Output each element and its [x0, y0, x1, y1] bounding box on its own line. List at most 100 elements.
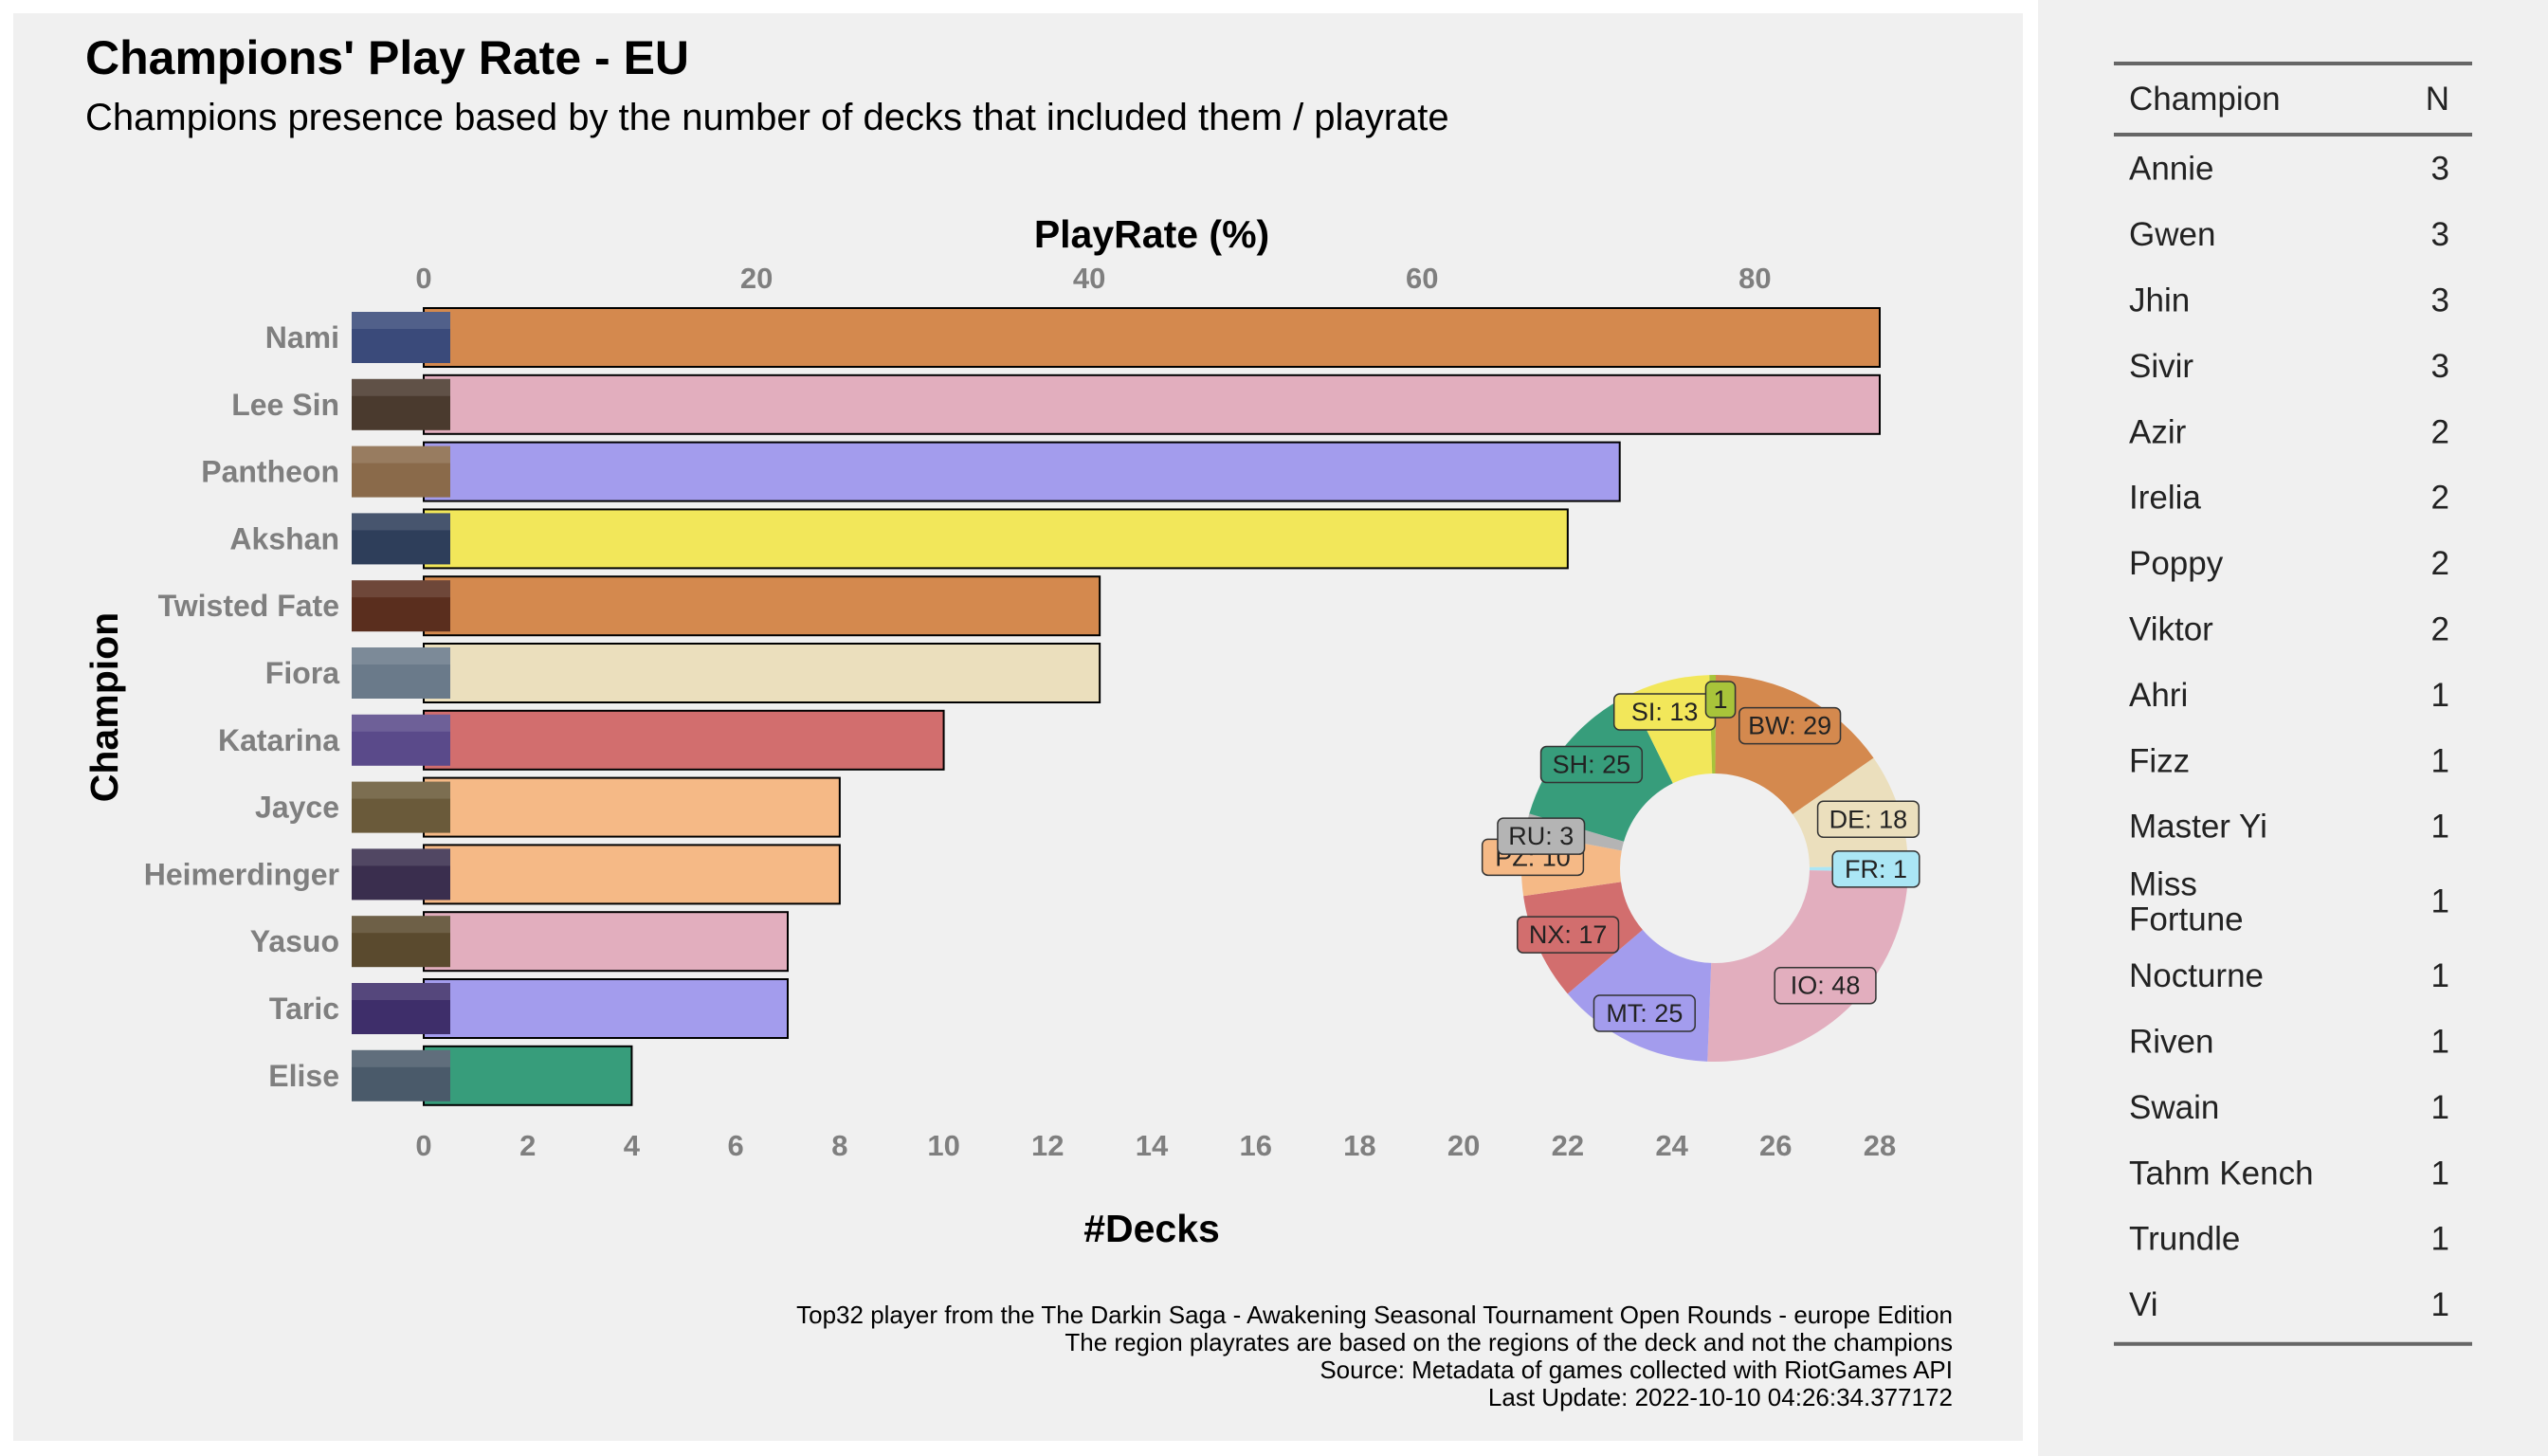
- donut-label-box: [1704, 681, 1737, 719]
- caption-line: Last Update: 2022-10-10 04:26:34.377172: [1488, 1383, 1953, 1411]
- table-cell-n: 1: [2431, 1155, 2449, 1192]
- table-cell-champion: Viktor: [2129, 611, 2213, 648]
- donut-label-box: [1539, 745, 1644, 784]
- category-label: Pantheon: [201, 455, 339, 489]
- champion-thumbnail: [352, 983, 450, 1034]
- table-cell-champion: Jhin: [2129, 282, 2190, 319]
- bar-twisted-fate: [423, 575, 1101, 637]
- donut-label-text: SH: 25: [1553, 751, 1631, 779]
- table-cell-champion: Vi: [2129, 1286, 2158, 1323]
- donut-label: RU: 3: [1497, 817, 1586, 855]
- table-cell-n: 1: [2431, 957, 2449, 994]
- x-tick-label: 22: [1552, 1129, 1584, 1162]
- x-tick-label: 20: [1447, 1129, 1480, 1162]
- caption-line: Source: Metadata of games collected with…: [1320, 1356, 1953, 1384]
- bar-heimerdinger: [423, 844, 841, 905]
- category-label: Heimerdinger: [144, 857, 339, 891]
- category-label: Fiora: [265, 656, 339, 690]
- table-cell-n: 1: [2431, 883, 2449, 919]
- bar-lee-sin: [423, 373, 1881, 435]
- x-tick-label: 6: [728, 1129, 744, 1162]
- champion-thumbnail-highlight: [352, 781, 450, 799]
- table-cell-champion: Sivir: [2129, 348, 2193, 385]
- table-cell-champion: Swain: [2129, 1089, 2219, 1126]
- champion-thumbnail: [352, 1049, 450, 1101]
- table-cell-n: 1: [2431, 1024, 2449, 1061]
- champion-thumbnail: [352, 848, 450, 901]
- category-label: Lee Sin: [231, 388, 339, 422]
- donut-label-box: [1816, 800, 1920, 839]
- champion-table-panel: Champion N Annie 3 Gwen 3 Jhin 3 Sivir 3 Azir 2 Irel…: [2038, 0, 2548, 1456]
- category-label: Taric: [269, 992, 339, 1026]
- donut-label: SH: 25: [1539, 745, 1644, 784]
- donut-label-box: [1831, 850, 1920, 888]
- chart-canvas: Champions' Play Rate - EU Champions prese…: [82, 31, 1953, 1411]
- table-cell-n: 1: [2431, 1286, 2449, 1323]
- champion-thumbnail-highlight: [352, 983, 450, 1000]
- donut-label: BW: 29: [1738, 706, 1842, 745]
- table-cell-n: 1: [2431, 1089, 2449, 1126]
- table-cell-champion: Master Yi: [2129, 809, 2267, 846]
- top-tick-label: 80: [1738, 262, 1771, 295]
- champion-thumbnail: [352, 781, 450, 833]
- champion-thumbnail-highlight: [352, 848, 450, 866]
- table-cell-champion: Gwen: [2129, 216, 2215, 253]
- donut-label: 1: [1704, 681, 1737, 719]
- table-cell-champion: Riven: [2129, 1024, 2213, 1061]
- champion-thumbnail-highlight: [352, 312, 450, 329]
- champion-thumbnail: [352, 513, 450, 565]
- donut-label-text: RU: 3: [1508, 822, 1574, 850]
- bar-katarina: [423, 709, 945, 771]
- bar-yasuo: [423, 911, 789, 973]
- table-cell-champion: Miss: [2129, 865, 2197, 902]
- donut-label: NX: 17: [1517, 916, 1620, 954]
- top-tick-label: 20: [740, 262, 773, 295]
- bar-pantheon: [423, 441, 1621, 502]
- table-header-n: N: [2426, 81, 2449, 118]
- champion-thumbnail: [352, 378, 450, 430]
- chart-title: Champions' Play Rate - EU: [85, 31, 689, 84]
- donut-label: MT: 25: [1592, 994, 1696, 1032]
- champion-thumbnail-highlight: [352, 1049, 450, 1067]
- table-cell-champion: Annie: [2129, 151, 2214, 188]
- x-tick-label: 24: [1655, 1129, 1688, 1162]
- x-axis-title: #Decks: [1083, 1207, 1220, 1250]
- champion-thumbnail-highlight: [352, 916, 450, 934]
- table-cell-n: 3: [2431, 216, 2449, 253]
- donut-label: IO: 48: [1774, 966, 1877, 1005]
- table-cell-n: 3: [2431, 348, 2449, 385]
- donut-label: FR: 1: [1831, 850, 1920, 888]
- table-cell-champion: Ahri: [2129, 677, 2188, 714]
- bar-taric: [423, 978, 789, 1039]
- x-tick-label: 28: [1864, 1129, 1896, 1162]
- table-cell-n: 2: [2431, 611, 2449, 648]
- table-cell-champion: Fortune: [2129, 901, 2244, 937]
- x-tick-label: 0: [415, 1129, 431, 1162]
- table-header-champion: Champion: [2129, 81, 2281, 118]
- top-tick-label: 60: [1406, 262, 1438, 295]
- donut-label-box: [1592, 994, 1696, 1032]
- bar-nami: [423, 307, 1881, 368]
- bar-akshan: [423, 508, 1569, 570]
- x-tick-label: 14: [1136, 1129, 1169, 1162]
- donut-label-text: DE: 18: [1829, 805, 1908, 833]
- table-cell-n: 1: [2431, 677, 2449, 714]
- x-tick-label: 8: [831, 1129, 847, 1162]
- champion-thumbnail-highlight: [352, 446, 450, 464]
- table-cell-n: 3: [2431, 282, 2449, 319]
- champion-thumbnail-highlight: [352, 513, 450, 531]
- champion-thumbnail: [352, 714, 450, 766]
- caption-line: The region playrates are based on the re…: [1065, 1328, 1953, 1356]
- champion-thumbnail-highlight: [352, 647, 450, 664]
- table-cell-champion: Tahm Kench: [2129, 1155, 2314, 1192]
- donut-label-text: IO: 48: [1791, 972, 1861, 1000]
- donut-label-text: BW: 29: [1748, 712, 1831, 740]
- bar-jayce: [423, 776, 841, 838]
- y-axis-title: Champion: [82, 612, 126, 802]
- donut-label-box: [1517, 916, 1620, 954]
- donut-label-text: NX: 17: [1529, 920, 1608, 949]
- table-cell-champion: Irelia: [2129, 480, 2201, 517]
- table-cell-champion: Fizz: [2129, 742, 2190, 779]
- x-tick-label: 10: [927, 1129, 959, 1162]
- category-label: Katarina: [218, 723, 339, 757]
